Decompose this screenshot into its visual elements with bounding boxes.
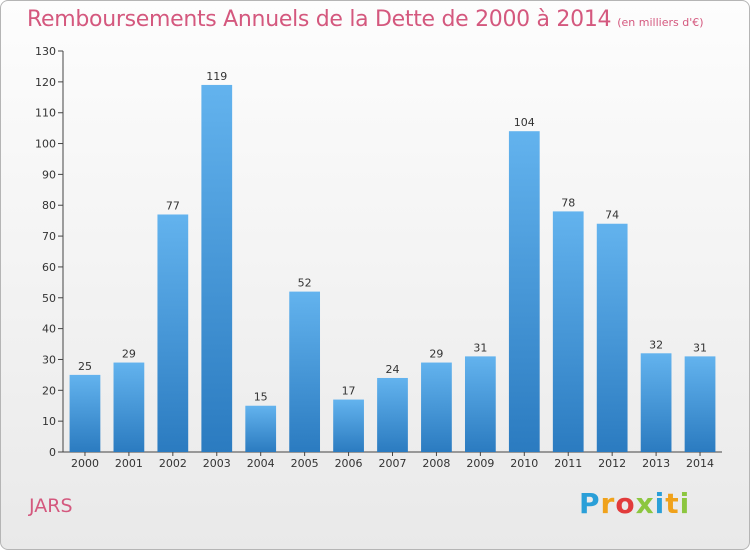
bar-value-label: 25	[78, 360, 92, 373]
bar-2002	[157, 214, 189, 452]
x-tick-label: 2007	[379, 457, 407, 470]
bar-value-label: 119	[206, 70, 227, 83]
x-tick-label: 2010	[510, 457, 538, 470]
bar-2001	[113, 362, 145, 452]
logo-letter: i	[654, 487, 666, 520]
x-tick-label: 2000	[71, 457, 99, 470]
y-tick-label: 40	[42, 323, 56, 336]
bar-value-label: 31	[473, 341, 487, 354]
bar-2003	[201, 84, 233, 452]
y-tick-label: 110	[35, 107, 56, 120]
bar-value-label: 17	[342, 385, 356, 398]
x-tick-label: 2003	[203, 457, 231, 470]
logo-letter: t	[665, 487, 680, 520]
logo-letter: r	[600, 487, 616, 520]
x-tick-label: 2012	[598, 457, 626, 470]
x-tick-label: 2008	[422, 457, 450, 470]
chart-title: Remboursements Annuels de la Dette de 20…	[27, 7, 704, 32]
bar-2010	[508, 131, 540, 452]
y-tick-label: 50	[42, 292, 56, 305]
x-tick-label: 2004	[247, 457, 275, 470]
bar-value-label: 77	[166, 199, 180, 212]
y-tick-label: 100	[35, 138, 56, 151]
x-tick-label: 2002	[159, 457, 187, 470]
bar-2000	[69, 374, 101, 452]
y-tick-label: 120	[35, 76, 56, 89]
chart-title-text: Remboursements Annuels de la Dette de 20…	[27, 7, 612, 32]
y-tick-label: 0	[49, 446, 56, 459]
bar-value-label: 29	[122, 348, 136, 361]
logo-letter: P	[579, 487, 601, 520]
bar-2005	[289, 291, 321, 452]
bar-value-label: 32	[649, 338, 663, 351]
y-tick-label: 10	[42, 415, 56, 428]
bar-value-label: 29	[429, 348, 443, 361]
bar-value-label: 15	[254, 391, 268, 404]
x-tick-label: 2005	[291, 457, 319, 470]
logo-letter: i	[679, 487, 691, 520]
bar-value-label: 74	[605, 209, 619, 222]
logo-letter: o	[615, 487, 636, 520]
bar-value-label: 78	[561, 196, 575, 209]
proxiti-logo: Proxiti	[579, 487, 690, 520]
bar-value-label: 24	[386, 363, 400, 376]
x-tick-label: 2006	[335, 457, 363, 470]
logo-letter: x	[635, 487, 655, 520]
bar-2013	[640, 353, 672, 452]
bar-value-label: 52	[298, 277, 312, 290]
y-tick-label: 30	[42, 353, 56, 366]
bar-2006	[333, 399, 364, 452]
chart-unit-label: (en milliers d'€)	[617, 16, 704, 29]
bar-2004	[245, 405, 277, 452]
bar-2009	[464, 356, 496, 452]
bar-2012	[596, 223, 628, 452]
bar-value-label: 104	[514, 116, 535, 129]
bar-2008	[421, 362, 452, 452]
y-tick-label: 60	[42, 261, 56, 274]
y-tick-label: 90	[42, 168, 56, 181]
y-tick-label: 20	[42, 384, 56, 397]
x-tick-label: 2001	[115, 457, 143, 470]
y-tick-label: 130	[35, 45, 56, 58]
commune-name: JARS	[29, 495, 73, 517]
y-tick-label: 70	[42, 230, 56, 243]
x-tick-label: 2013	[642, 457, 670, 470]
y-tick-label: 80	[42, 199, 56, 212]
x-tick-label: 2011	[554, 457, 582, 470]
bar-2011	[552, 211, 584, 452]
bar-2014	[684, 356, 716, 452]
x-tick-label: 2014	[686, 457, 714, 470]
bar-value-label: 31	[693, 341, 707, 354]
bar-2007	[377, 377, 408, 452]
x-tick-label: 2009	[466, 457, 494, 470]
